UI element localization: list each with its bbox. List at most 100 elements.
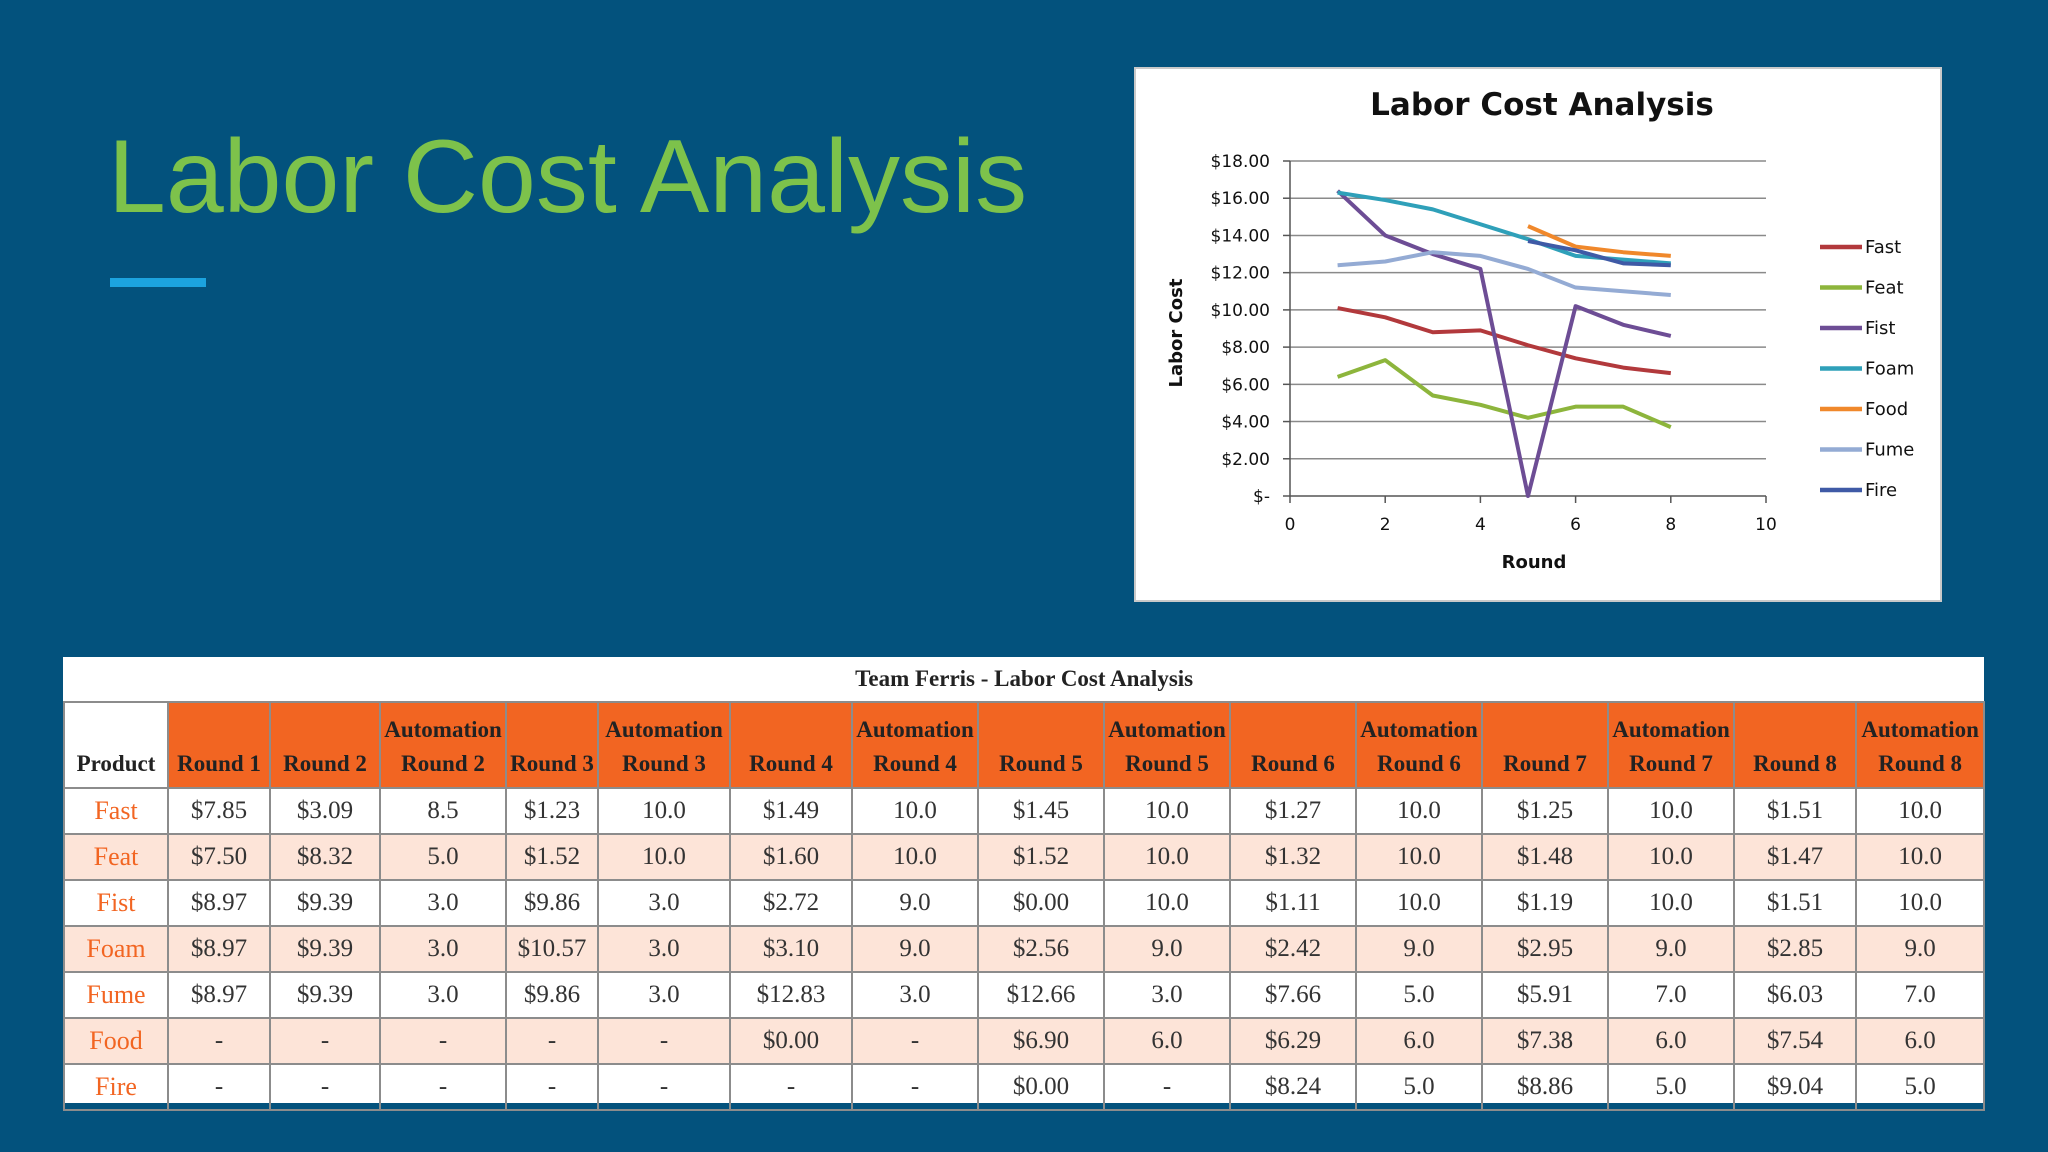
- product-name-cell: Foam: [63, 925, 169, 973]
- table-cell: $1.52: [977, 833, 1105, 881]
- table-cell: $7.66: [1229, 971, 1357, 1019]
- table-cell: 5.0: [1355, 1063, 1483, 1111]
- legend-label-fume: Fume: [1865, 440, 1914, 461]
- table-header-cell: Round 6: [1229, 701, 1357, 789]
- chart-x-axis-label: Round: [1502, 552, 1567, 573]
- y-tick-label: $6.00: [1221, 375, 1270, 395]
- table-row: Food - - - - - $0.00- $6.90 6.0 $6.29 6.0 $7.38 6.0 $…: [63, 1017, 1986, 1065]
- table-cell: -: [1103, 1063, 1231, 1111]
- table-header-cell: Round 1: [167, 701, 271, 789]
- y-tick-label: $14.00: [1211, 226, 1270, 246]
- series-line-foam: [1337, 190, 1671, 266]
- table-cell: 5.0: [1854, 1063, 1986, 1111]
- legend-label-food: Food: [1865, 399, 1908, 420]
- table-cell: $12.66: [977, 971, 1105, 1019]
- legend-label-foam: Foam: [1865, 359, 1914, 380]
- table-cell: $8.97: [167, 879, 271, 927]
- product-name-cell: Fume: [63, 971, 169, 1019]
- table-cell: $1.11: [1229, 879, 1357, 927]
- table-cell: -: [597, 1063, 731, 1111]
- table-cell: 6.0: [1607, 1017, 1735, 1065]
- table-cell: $1.19: [1481, 879, 1609, 927]
- table-cell: 6.0: [1854, 1017, 1986, 1065]
- labor-cost-table: Team Ferris - Labor Cost Analysis Produc…: [63, 657, 1986, 1111]
- y-tick-label: $2.00: [1221, 450, 1270, 470]
- table-row: Fume $8.97 $9.39 3.0 $9.86 3.0 $12.83 3.0 $12.66…: [63, 971, 1986, 1019]
- table-cell: 10.0: [1607, 879, 1735, 927]
- table-cell: -: [167, 1063, 271, 1111]
- table-cell: 3.0: [379, 879, 507, 927]
- legend-label-fist: Fist: [1865, 318, 1895, 339]
- table-cell: $6.03: [1733, 971, 1857, 1019]
- x-tick-label: 8: [1665, 515, 1676, 535]
- table-cell: $2.72: [729, 879, 853, 927]
- table-cell: $1.45: [977, 787, 1105, 835]
- table-cell: 9.0: [1355, 925, 1483, 973]
- product-name-cell: Fire: [63, 1063, 169, 1111]
- table-cell: $7.38: [1481, 1017, 1609, 1065]
- table-cell: $0.00: [729, 1017, 853, 1065]
- table-cell: $2.95: [1481, 925, 1609, 973]
- table-cell: 3.0: [851, 971, 979, 1019]
- table-cell: $8.32: [269, 833, 381, 881]
- table-cell: -: [167, 1017, 271, 1065]
- table-header-cell: Round 8: [1733, 701, 1857, 789]
- table-cell: $3.09: [269, 787, 381, 835]
- table-header-cell: Automation Round 3: [597, 701, 731, 789]
- table-cell: $1.52: [505, 833, 599, 881]
- title-accent-bar: [110, 278, 206, 287]
- table-cell: $6.90: [977, 1017, 1105, 1065]
- table-cell: $9.04: [1733, 1063, 1857, 1111]
- table-cell: -: [505, 1017, 599, 1065]
- table-header-cell: Round 4: [729, 701, 853, 789]
- table-cell: 10.0: [851, 833, 979, 881]
- table-cell: 10.0: [597, 787, 731, 835]
- table-cell: 10.0: [1355, 833, 1483, 881]
- table-cell: $6.29: [1229, 1017, 1357, 1065]
- table-cell: -: [505, 1063, 599, 1111]
- series-line-fist: [1336, 189, 1672, 498]
- series-line-feat: [1336, 358, 1672, 429]
- table-row: Fire - - - - - - - $0.00- $8.24 5.0 $8.86 5.0 $9.04 5.…: [63, 1063, 1986, 1111]
- table-cell: $0.00: [977, 1063, 1105, 1111]
- series-line-food: [1527, 224, 1671, 258]
- table-cell: $1.51: [1733, 787, 1857, 835]
- table-cell: -: [851, 1017, 979, 1065]
- x-tick-label: 6: [1570, 515, 1581, 535]
- y-tick-label: $12.00: [1211, 264, 1270, 284]
- table-cell: $8.86: [1481, 1063, 1609, 1111]
- table-cell: 6.0: [1103, 1017, 1231, 1065]
- table-cell: $1.51: [1733, 879, 1857, 927]
- table-cell: 3.0: [1103, 971, 1231, 1019]
- table-cell: $8.97: [167, 925, 271, 973]
- table-cell: $1.47: [1733, 833, 1857, 881]
- table-cell: $3.10: [729, 925, 853, 973]
- table-cell: $5.91: [1481, 971, 1609, 1019]
- table-header-product: Product: [63, 701, 169, 789]
- table-cell: $1.32: [1229, 833, 1357, 881]
- table-header-cell: Automation Round 5: [1103, 701, 1231, 789]
- table-cell: -: [729, 1063, 853, 1111]
- table-cell: 3.0: [597, 879, 731, 927]
- table-cell: 10.0: [1103, 787, 1231, 835]
- table-cell: -: [269, 1017, 381, 1065]
- table-cell: $1.49: [729, 787, 853, 835]
- table-cell: -: [379, 1017, 507, 1065]
- slide-title: Labor Cost Analysis: [108, 119, 1028, 235]
- table-cell: -: [851, 1063, 979, 1111]
- table-header-cell: Round 5: [977, 701, 1105, 789]
- table-cell: $2.56: [977, 925, 1105, 973]
- table-cell: $1.48: [1481, 833, 1609, 881]
- table-header-cell: Automation Round 6: [1355, 701, 1483, 789]
- chart-panel: Labor Cost Analysis Labor Cost Round $- $…: [1134, 67, 1942, 602]
- table-cell: $2.85: [1733, 925, 1857, 973]
- table-cell: 5.0: [379, 833, 507, 881]
- table-cell: -: [269, 1063, 381, 1111]
- legend-label-fast: Fast: [1865, 237, 1901, 258]
- labor-cost-line-chart: Labor Cost Analysis Labor Cost Round $- $…: [1166, 87, 1914, 573]
- table-cell: 9.0: [851, 879, 979, 927]
- table-cell: $9.86: [505, 971, 599, 1019]
- table-cell: 10.0: [1103, 833, 1231, 881]
- legend-label-feat: Feat: [1865, 278, 1904, 299]
- table-cell: 10.0: [597, 833, 731, 881]
